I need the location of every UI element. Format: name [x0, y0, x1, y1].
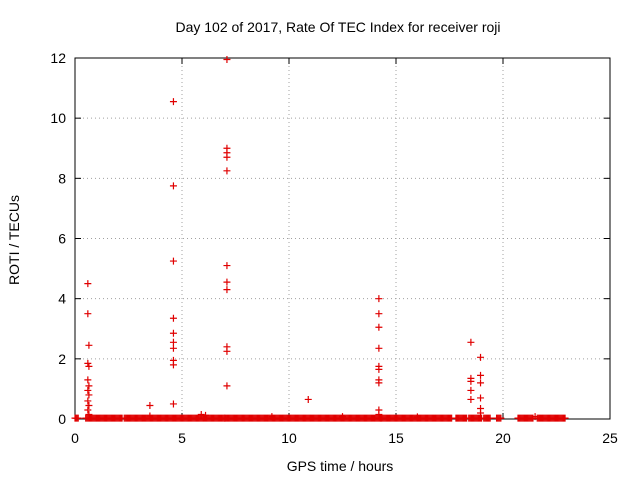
x-tick-label: 0: [71, 430, 79, 446]
x-axis-label: GPS time / hours: [287, 458, 394, 474]
data-point: [169, 314, 177, 322]
data-point: [339, 413, 346, 421]
x-tick-label: 25: [602, 430, 618, 446]
data-point: [223, 153, 231, 161]
data-point: [467, 338, 475, 346]
data-point: [197, 410, 205, 418]
data-point: [85, 410, 93, 418]
data-point: [74, 414, 82, 422]
data-point: [375, 379, 383, 387]
data-point: [467, 377, 475, 385]
data-point: [375, 344, 383, 352]
data-point: [84, 406, 92, 414]
data-point: [223, 262, 231, 270]
data-point: [146, 401, 154, 409]
data-point: [84, 310, 92, 318]
data-point: [85, 401, 93, 409]
data-point: [85, 382, 93, 390]
data-point: [413, 413, 421, 421]
data-point: [223, 286, 231, 294]
y-tick-label: 12: [50, 50, 66, 66]
data-point: [467, 386, 475, 394]
data-point: [497, 414, 505, 422]
data-point: [223, 382, 231, 390]
x-tick-label: 5: [178, 430, 186, 446]
data-point: [169, 361, 177, 369]
data-point: [531, 413, 539, 421]
data-point: [223, 167, 231, 175]
data-point: [169, 257, 177, 265]
data-point: [169, 338, 177, 346]
data-point: [268, 413, 276, 421]
y-tick-label: 8: [58, 170, 66, 186]
data-point: [84, 280, 92, 288]
data-point: [223, 56, 231, 64]
data-point: [84, 397, 92, 405]
data-point: [477, 371, 485, 379]
data-point: [169, 182, 177, 190]
data-point: [375, 365, 383, 373]
y-tick-label: 6: [58, 231, 66, 247]
data-point: [477, 409, 485, 417]
x-tick-label: 15: [388, 430, 404, 446]
data-point: [85, 362, 93, 370]
chart-title: Day 102 of 2017, Rate Of TEC Index for r…: [175, 19, 500, 35]
data-point: [375, 323, 383, 331]
y-tick-label: 10: [50, 110, 66, 126]
data-point: [477, 353, 485, 361]
data-point: [375, 295, 383, 303]
data-point: [467, 395, 475, 403]
y-tick-labels: 0 2 4 6 8 10 12: [50, 50, 66, 427]
data-point: [169, 344, 177, 352]
data-point: [84, 376, 92, 384]
y-tick-label: 2: [58, 351, 66, 367]
data-point: [375, 410, 383, 418]
data-point: [561, 414, 569, 422]
data-point: [146, 412, 154, 420]
grid-lines: [75, 58, 610, 419]
data-points: [71, 56, 569, 422]
data-point: [84, 359, 92, 367]
data-point: [169, 329, 177, 337]
data-point: [202, 411, 210, 419]
x-tick-label: 10: [281, 430, 297, 446]
data-point: [169, 98, 177, 106]
data-point: [477, 394, 485, 402]
data-point: [223, 278, 231, 286]
data-point: [85, 391, 93, 399]
data-point: [85, 341, 93, 349]
data-point: [169, 400, 177, 408]
data-point: [84, 386, 92, 394]
data-point: [477, 379, 485, 387]
data-point: [304, 395, 312, 403]
y-tick-label: 4: [58, 291, 66, 307]
y-tick-label: 0: [58, 411, 66, 427]
x-tick-labels: 0 5 10 15 20 25: [71, 430, 618, 446]
data-point: [375, 310, 383, 318]
y-axis-label: ROTI / TECUs: [6, 195, 22, 285]
data-point: [486, 414, 494, 422]
data-point: [223, 347, 231, 355]
x-tick-label: 20: [495, 430, 511, 446]
